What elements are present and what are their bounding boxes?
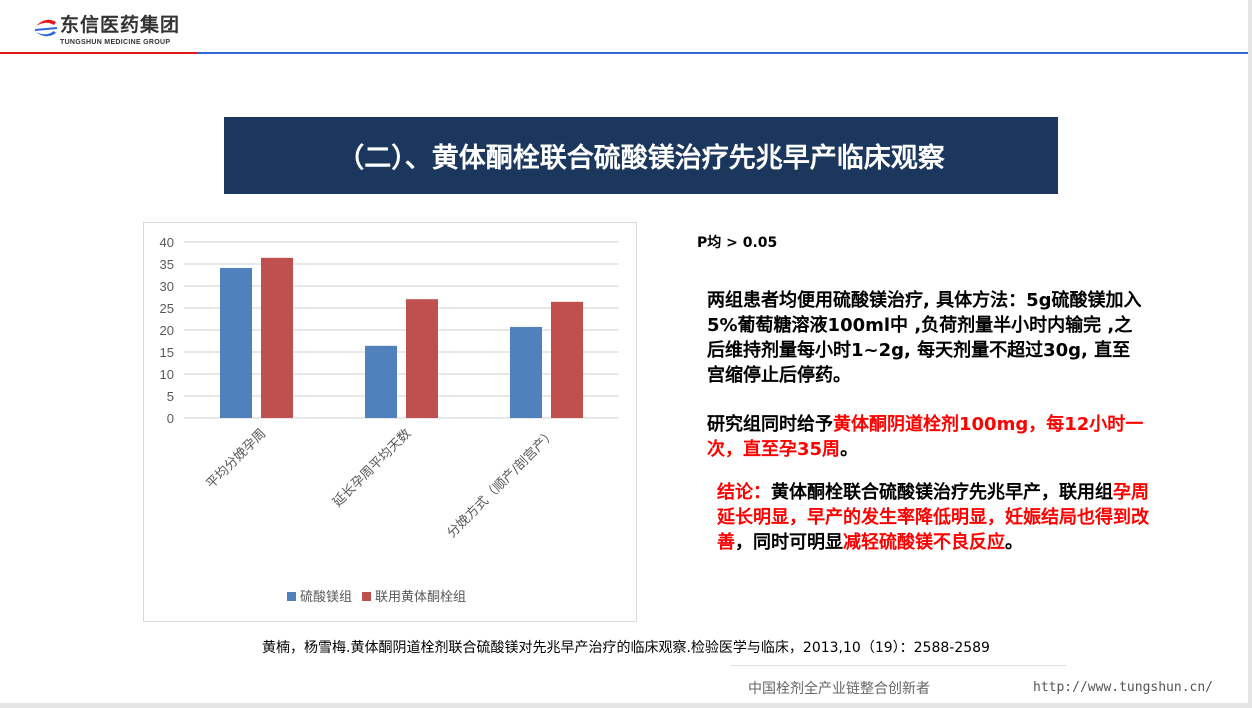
y-tick-label: 5 [167, 389, 174, 404]
y-tick-label: 30 [160, 279, 174, 294]
slide-title: （二）、黄体酮栓联合硫酸镁治疗先兆早产临床观察 [224, 117, 1058, 194]
bar-series2 [261, 257, 293, 418]
p-value: P均 > 0.05 [697, 235, 778, 251]
x-tick-label: 平均分娩孕周 [204, 426, 270, 492]
bar-series1 [220, 267, 252, 418]
citation: 黄楠，杨雪梅.黄体酮阴道栓剂联合硫酸镁对先兆早产治疗的临床观察.检验医学与临床，… [262, 640, 990, 656]
bottom-band [0, 703, 1252, 708]
logo-subtext: TUNGSHUN MEDICINE GROUP [60, 39, 171, 46]
slide-edge [1248, 0, 1252, 708]
conclusion-text: 结论：黄体酮栓联合硫酸镁治疗先兆早产，联用组孕周延长明显，早产的发生率降低明显，… [717, 480, 1162, 555]
y-tick-label: 20 [160, 323, 174, 338]
legend-swatch [362, 592, 372, 601]
conclusion-end: 。 [1005, 532, 1023, 553]
conclusion-part: 黄体酮栓联合硫酸镁治疗先兆早产，联用组 [771, 482, 1113, 503]
bar-chart: 0 5 10 15 20 25 30 35 40 平均分娩孕周 延长孕周平均天数 分娩方式（顺产/剖宫… [143, 222, 637, 622]
y-tick-label: 35 [160, 257, 174, 272]
bar-series2 [551, 301, 583, 418]
text-column: 两组患者均便用硫酸镁治疗, 具体方法：5g硫酸镁加入5%葡萄糖溶液100ml中 … [707, 288, 1162, 555]
conclusion-part: ，同时可明显 [735, 532, 843, 553]
y-tick-label: 15 [160, 345, 174, 360]
study-text-end: 。 [840, 439, 859, 460]
y-tick-label: 10 [160, 367, 174, 382]
x-tick-label: 延长孕周平均天数 [330, 426, 414, 510]
chart-svg: 0 5 10 15 20 25 30 35 40 平均分娩孕周 延长孕周平均天数 分娩方式（顺产/剖宫… [160, 235, 619, 605]
header-line-red [0, 52, 197, 54]
study-text-black: 研究组同时给予 [707, 414, 833, 435]
y-tick-label: 0 [167, 411, 174, 426]
legend-label: 联用黄体酮栓组 [375, 590, 466, 605]
bar-series1 [510, 326, 542, 418]
logo-mark-icon [35, 19, 57, 37]
bar-series2 [406, 299, 438, 418]
y-tick-label: 40 [160, 235, 174, 250]
method-text: 两组患者均便用硫酸镁治疗, 具体方法：5g硫酸镁加入5%葡萄糖溶液100ml中 … [707, 290, 1142, 386]
study-text-red: 黄体酮阴道栓剂100mg，每12小时一次，直至孕35周 [707, 414, 1144, 460]
x-tick-label: 分娩方式（顺产/剖宫产） [444, 426, 560, 542]
conclusion-highlight: 孕周延长明显，早产的发生率降低明显，妊娠结局也得到改善 [717, 482, 1149, 553]
footer-slogan: 中国栓剂全产业链整合创新者 [748, 681, 930, 697]
y-tick-label: 25 [160, 301, 174, 316]
conclusion-label: 结论： [717, 482, 771, 503]
study-text: 研究组同时给予黄体酮阴道栓剂100mg，每12小时一次，直至孕35周。 [707, 412, 1147, 462]
bar-series1 [365, 345, 397, 418]
legend-label: 硫酸镁组 [300, 590, 352, 605]
footer-url[interactable]: http://www.tungshun.cn/ [1033, 680, 1214, 695]
footer-divider [730, 665, 1066, 666]
conclusion-highlight: 减轻硫酸镁不良反应 [843, 532, 1005, 553]
logo-text: 东信医药集团 [60, 14, 181, 36]
legend-swatch [287, 592, 296, 601]
header-line-blue [197, 52, 1248, 54]
